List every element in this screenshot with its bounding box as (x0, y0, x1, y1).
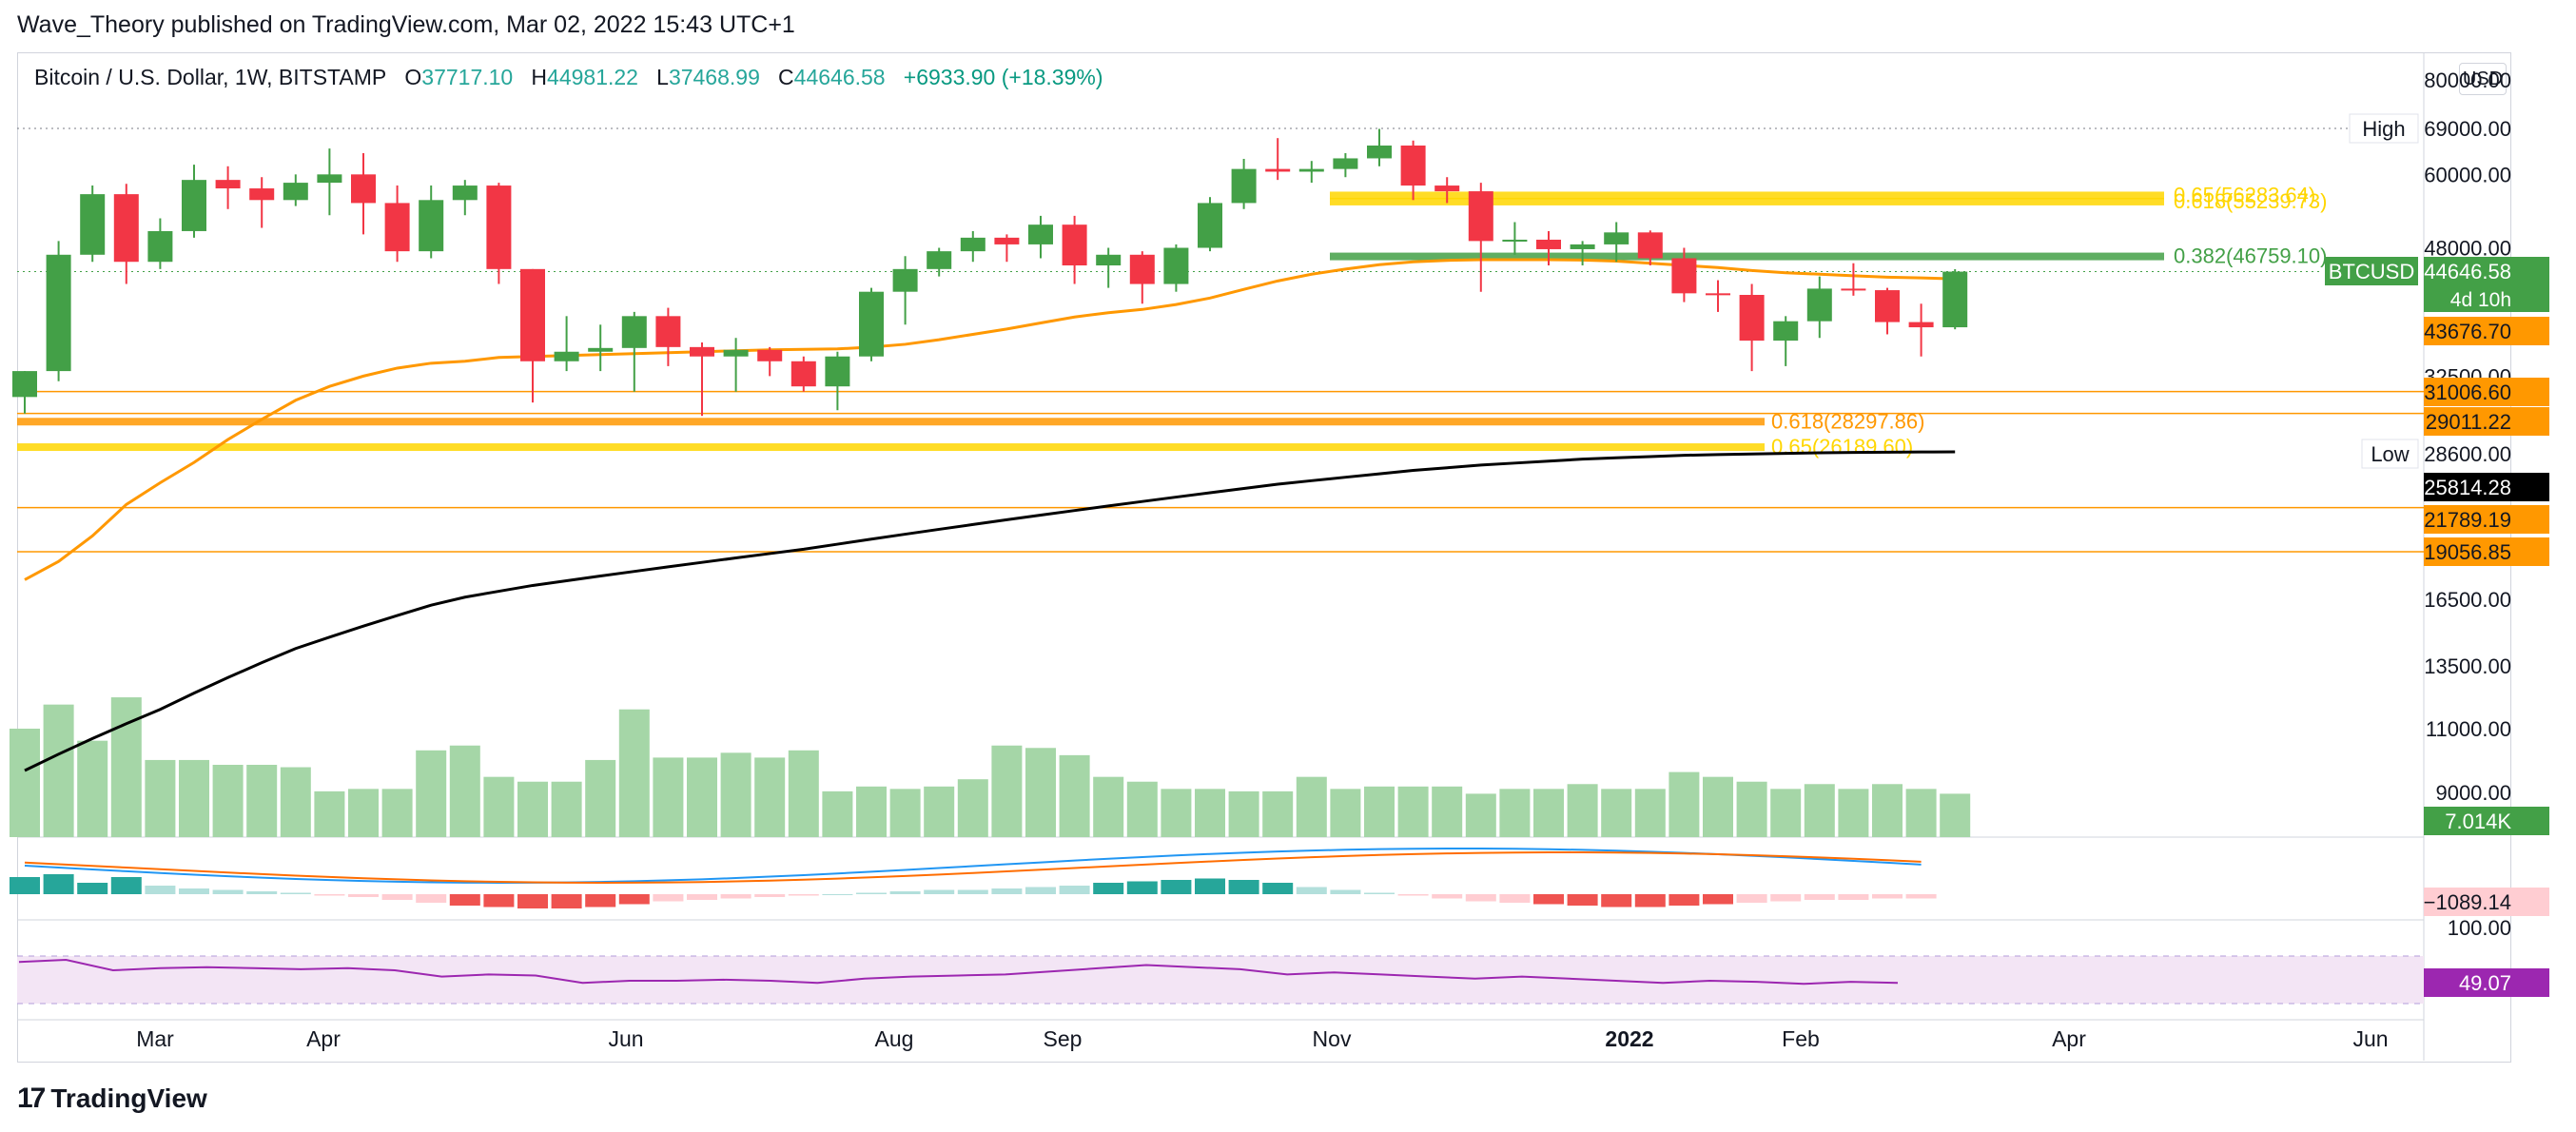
close-value: 44646.58 (793, 65, 886, 89)
low-label: L (656, 65, 669, 89)
brand-name: TradingView (50, 1083, 207, 1113)
high-label: H (531, 65, 548, 89)
open-value: 37717.10 (421, 65, 514, 89)
close-label: C (778, 65, 794, 89)
chart-frame (17, 52, 2511, 1063)
footer-brand[interactable]: 17 TradingView (17, 1083, 207, 1115)
symbol-name[interactable]: Bitcoin / U.S. Dollar, 1W, BITSTAMP (34, 65, 387, 89)
tradingview-logo-icon: 17 (17, 1083, 46, 1114)
symbol-legend: Bitcoin / U.S. Dollar, 1W, BITSTAMP O377… (34, 65, 1103, 90)
low-value: 37468.99 (668, 65, 760, 89)
high-value: 44981.22 (547, 65, 638, 89)
published-info: Wave_Theory published on TradingView.com… (17, 11, 795, 38)
change-value: +6933.90 (+18.39%) (903, 65, 1103, 89)
currency-button[interactable]: USD (2459, 63, 2507, 95)
open-label: O (404, 65, 422, 89)
